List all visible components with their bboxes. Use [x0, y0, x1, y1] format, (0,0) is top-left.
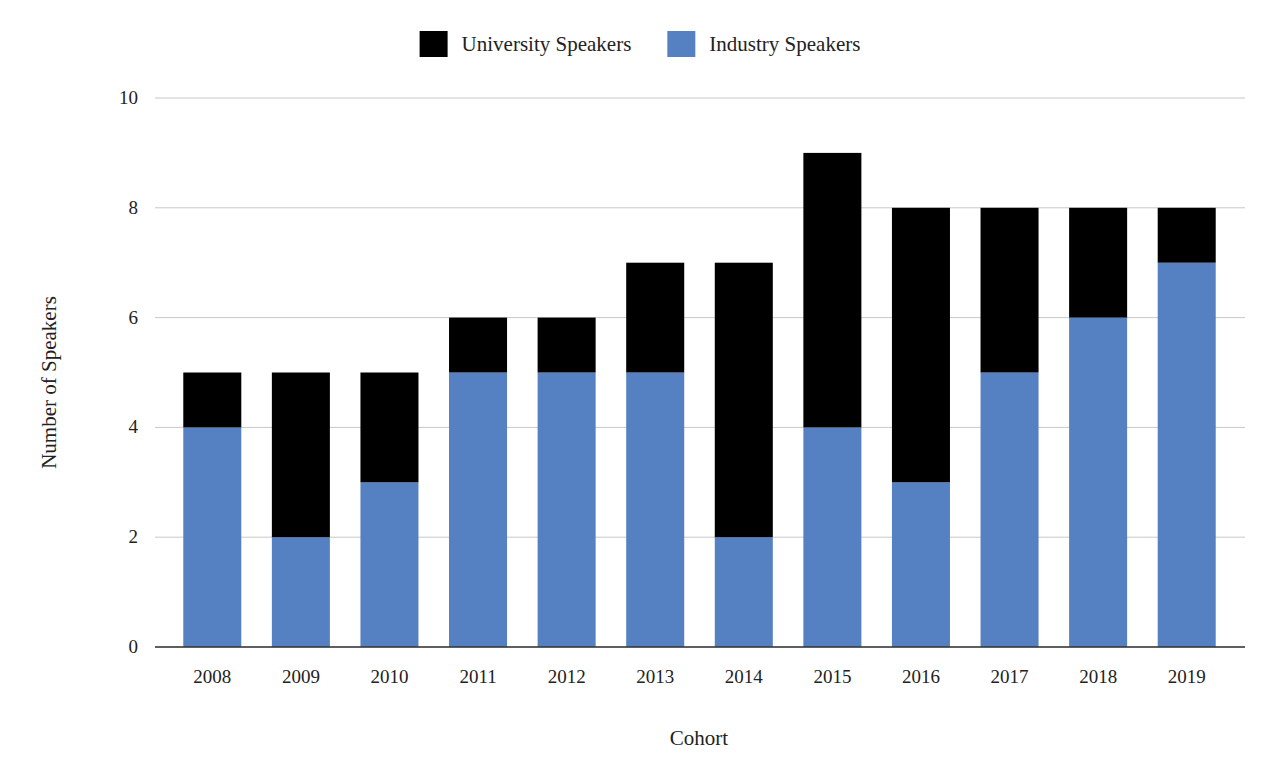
- x-axis-title: Cohort: [670, 726, 729, 750]
- bar: [449, 373, 507, 648]
- bar: [360, 373, 418, 483]
- bar: [626, 373, 684, 648]
- grid-line: [155, 98, 1245, 99]
- x-tick-label: 2014: [725, 666, 764, 687]
- bar: [715, 263, 773, 538]
- x-tick-label: 2015: [813, 666, 851, 687]
- bar: [1158, 263, 1216, 647]
- grid-line: [155, 647, 1245, 648]
- bar: [715, 537, 773, 647]
- y-tick-label: 2: [129, 526, 139, 547]
- x-tick-label: 2017: [991, 666, 1029, 687]
- legend: University Speakers Industry Speakers: [420, 31, 861, 57]
- bar: [981, 208, 1039, 373]
- bar: [981, 373, 1039, 648]
- bar: [183, 373, 241, 428]
- y-tick-label: 8: [129, 197, 139, 218]
- x-tick-label: 2009: [282, 666, 320, 687]
- legend-label: University Speakers: [462, 32, 632, 56]
- y-tick-label: 0: [129, 636, 139, 657]
- bar: [803, 153, 861, 428]
- bar: [803, 427, 861, 647]
- bar: [272, 537, 330, 647]
- legend-label: Industry Speakers: [709, 32, 860, 56]
- bar: [1069, 318, 1127, 647]
- bar: [183, 427, 241, 647]
- bar: [1069, 208, 1127, 318]
- x-tick-label: 2011: [459, 666, 496, 687]
- bar: [1158, 208, 1216, 263]
- x-tick-label: 2012: [548, 666, 586, 687]
- y-tick-label: 10: [119, 87, 138, 108]
- x-tick-label: 2019: [1168, 666, 1206, 687]
- bars: [183, 153, 1215, 647]
- legend-swatch: [420, 31, 448, 57]
- legend-swatch: [667, 31, 695, 57]
- bar: [892, 482, 950, 647]
- x-tick-label: 2016: [902, 666, 940, 687]
- bar: [360, 482, 418, 647]
- x-axis-line: [155, 646, 1245, 648]
- bar: [626, 263, 684, 373]
- x-tick-label: 2008: [193, 666, 231, 687]
- y-tick-label: 4: [129, 416, 139, 437]
- x-tick-label: 2010: [370, 666, 408, 687]
- bar: [538, 318, 596, 373]
- y-tick-label: 6: [129, 307, 139, 328]
- bar: [449, 318, 507, 373]
- x-tick-label: 2018: [1079, 666, 1117, 687]
- bar: [272, 373, 330, 538]
- bar: [538, 373, 596, 648]
- bar: [892, 208, 950, 483]
- y-axis-title: Number of Speakers: [37, 296, 61, 469]
- chart: 0 2 4 6 8 10 2008 2009 2010 2011 2012 2013 2014 2015 2…: [0, 0, 1267, 771]
- x-tick-label: 2013: [636, 666, 674, 687]
